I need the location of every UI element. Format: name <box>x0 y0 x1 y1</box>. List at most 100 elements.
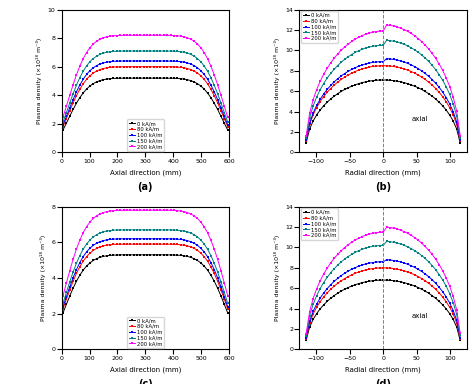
100 kA/m <box>67 285 73 289</box>
100 kA/m <box>374 60 379 64</box>
150 kA/m <box>335 263 340 267</box>
150 kA/m <box>87 60 93 64</box>
150 kA/m <box>338 60 344 65</box>
100 kA/m <box>107 237 113 242</box>
100 kA/m <box>380 59 386 64</box>
200 kA/m <box>342 45 347 49</box>
200 kA/m <box>307 111 312 116</box>
200 kA/m <box>359 33 365 38</box>
Line: 200 kA/m: 200 kA/m <box>305 226 461 335</box>
100 kA/m <box>104 60 109 65</box>
200 kA/m <box>450 294 456 299</box>
150 kA/m <box>387 38 393 43</box>
200 kA/m <box>359 234 365 239</box>
200 kA/m <box>107 34 113 38</box>
100 kA/m <box>405 262 410 266</box>
100 kA/m <box>198 68 204 73</box>
80 kA/m <box>440 295 446 299</box>
200 kA/m <box>429 252 435 257</box>
80 kA/m <box>211 271 217 276</box>
200 kA/m <box>440 268 446 273</box>
80 kA/m <box>215 101 220 105</box>
200 kA/m <box>161 208 167 212</box>
80 kA/m <box>124 65 130 69</box>
200 kA/m <box>426 248 431 253</box>
100 kA/m <box>328 83 334 88</box>
80 kA/m <box>64 116 69 121</box>
80 kA/m <box>131 65 137 69</box>
0 kA/m <box>345 285 351 290</box>
200 kA/m <box>80 56 86 61</box>
100 kA/m <box>87 68 93 73</box>
80 kA/m <box>352 69 358 74</box>
200 kA/m <box>124 33 130 38</box>
100 kA/m <box>201 250 207 254</box>
150 kA/m <box>331 67 337 71</box>
100 kA/m <box>457 335 463 340</box>
100 kA/m <box>429 77 435 82</box>
150 kA/m <box>91 56 96 61</box>
200 kA/m <box>426 47 431 51</box>
Legend: 0 kA/m, 80 kA/m, 100 kA/m, 150 kA/m, 200 kA/m: 0 kA/m, 80 kA/m, 100 kA/m, 150 kA/m, 200… <box>127 119 164 151</box>
200 kA/m <box>419 40 425 44</box>
200 kA/m <box>394 227 400 231</box>
100 kA/m <box>195 243 201 248</box>
150 kA/m <box>450 101 456 106</box>
150 kA/m <box>117 49 123 53</box>
200 kA/m <box>104 209 109 214</box>
Line: 80 kA/m: 80 kA/m <box>305 267 461 340</box>
0 kA/m <box>168 76 173 81</box>
100 kA/m <box>401 60 407 65</box>
80 kA/m <box>366 267 372 271</box>
150 kA/m <box>401 42 407 47</box>
200 kA/m <box>124 208 130 212</box>
80 kA/m <box>80 81 86 86</box>
100 kA/m <box>114 59 119 63</box>
80 kA/m <box>191 246 197 251</box>
150 kA/m <box>363 46 368 50</box>
100 kA/m <box>419 69 425 73</box>
80 kA/m <box>174 242 180 247</box>
80 kA/m <box>128 65 133 69</box>
80 kA/m <box>225 124 230 129</box>
100 kA/m <box>84 72 90 77</box>
100 kA/m <box>208 260 214 265</box>
200 kA/m <box>77 238 82 242</box>
200 kA/m <box>154 208 160 212</box>
200 kA/m <box>205 230 210 235</box>
150 kA/m <box>208 75 214 80</box>
0 kA/m <box>450 317 456 322</box>
200 kA/m <box>110 209 116 213</box>
100 kA/m <box>178 60 183 64</box>
100 kA/m <box>310 309 316 314</box>
100 kA/m <box>398 59 403 63</box>
150 kA/m <box>91 235 96 239</box>
150 kA/m <box>443 284 449 288</box>
80 kA/m <box>110 65 116 70</box>
150 kA/m <box>191 54 197 58</box>
0 kA/m <box>440 104 446 108</box>
0 kA/m <box>171 253 177 257</box>
80 kA/m <box>154 242 160 247</box>
0 kA/m <box>335 91 340 96</box>
100 kA/m <box>345 269 351 273</box>
200 kA/m <box>221 281 227 285</box>
100 kA/m <box>188 239 193 244</box>
100 kA/m <box>117 59 123 63</box>
0 kA/m <box>87 261 93 265</box>
0 kA/m <box>70 107 76 112</box>
150 kA/m <box>356 248 362 253</box>
100 kA/m <box>342 71 347 76</box>
0 kA/m <box>426 91 431 96</box>
0 kA/m <box>174 253 180 257</box>
100 kA/m <box>191 63 197 68</box>
80 kA/m <box>137 242 143 247</box>
Y-axis label: Plasma density (×10¹⁸ m⁻³): Plasma density (×10¹⁸ m⁻³) <box>274 38 280 124</box>
100 kA/m <box>94 63 100 68</box>
100 kA/m <box>164 59 170 63</box>
0 kA/m <box>174 76 180 81</box>
0 kA/m <box>84 264 90 268</box>
0 kA/m <box>408 283 414 287</box>
80 kA/m <box>84 77 90 82</box>
150 kA/m <box>84 242 90 247</box>
